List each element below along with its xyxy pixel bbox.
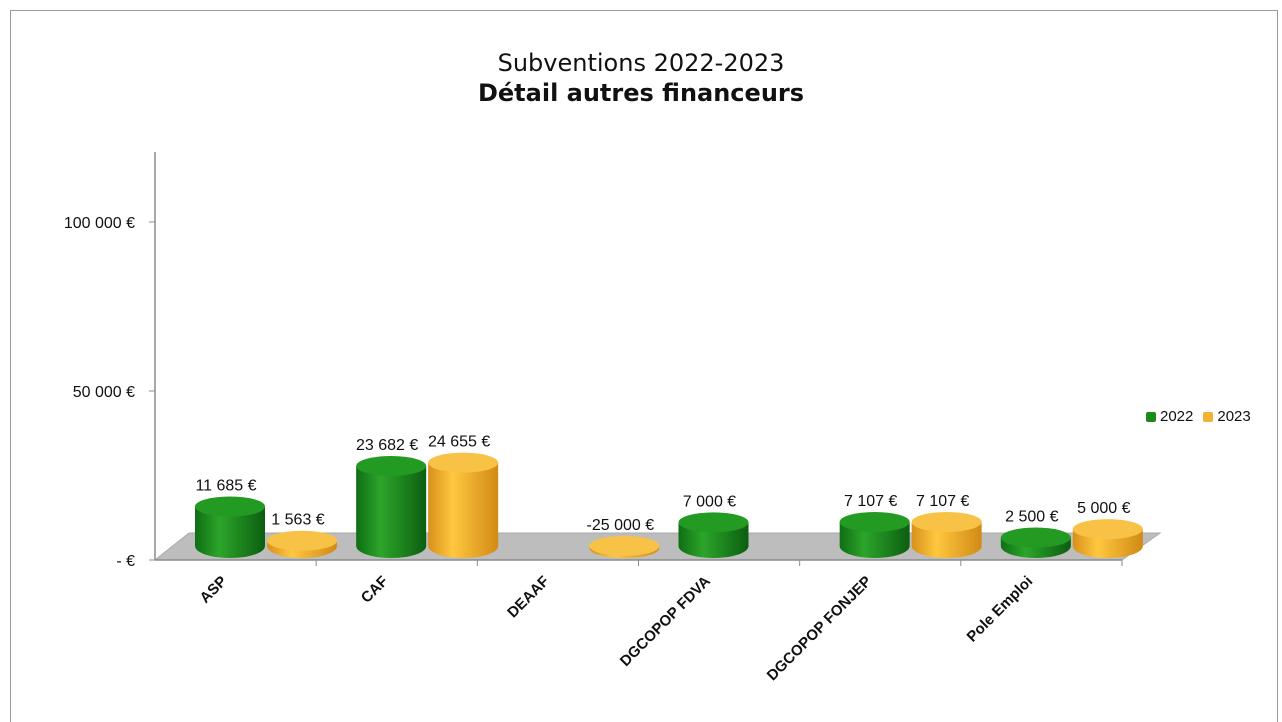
bar-top-2023-2 bbox=[589, 536, 660, 556]
data-label-2023-5: 5 000 € bbox=[1077, 500, 1130, 517]
bar-top-2022-1 bbox=[356, 455, 427, 476]
bar-2023-dgcopop-fonjep bbox=[911, 511, 982, 558]
y-tick-label-1: 50 000 € bbox=[73, 384, 135, 401]
data-label-2022-0: 11 685 € bbox=[195, 478, 256, 495]
bar-body-2022-4 bbox=[839, 521, 910, 558]
chart-frame bbox=[10, 10, 1278, 722]
data-label-2023-2: -25 000 € bbox=[587, 517, 655, 534]
bar-top-2023-0 bbox=[267, 530, 337, 551]
bar-body-2023-4 bbox=[911, 521, 982, 558]
bar-top-2023-5 bbox=[1072, 519, 1143, 540]
bar-top-2023-4 bbox=[911, 511, 982, 532]
bar-2023-pole-emploi bbox=[1072, 519, 1143, 558]
bar-2023-asp bbox=[267, 530, 337, 558]
legend-swatch-2023 bbox=[1203, 411, 1214, 422]
bar-2022-pole-emploi bbox=[1000, 527, 1071, 559]
data-label-2023-4: 7 107 € bbox=[916, 493, 969, 510]
data-label-2023-1: 24 655 € bbox=[428, 434, 490, 451]
x-tick-label-0: ASP bbox=[197, 573, 231, 607]
chart-subtitle: Détail autres financeurs bbox=[477, 79, 805, 107]
y-tick-label-0: - € bbox=[116, 553, 135, 570]
data-label-2022-1: 23 682 € bbox=[356, 437, 418, 454]
bar-body-2022-3 bbox=[678, 522, 749, 558]
bar-2023-deaaf bbox=[589, 536, 660, 558]
x-tick-label-1: CAF bbox=[358, 573, 392, 607]
data-label-2022-4: 7 107 € bbox=[844, 493, 897, 510]
bar-top-2022-3 bbox=[678, 512, 749, 533]
chart-legend: 2022 2023 bbox=[1146, 408, 1257, 425]
bar-body-2022-0 bbox=[195, 506, 265, 558]
bar-2022-dgcopop-fdva bbox=[678, 512, 749, 558]
data-label-2022-5: 2 500 € bbox=[1005, 509, 1058, 526]
y-tick-label-2: 100 000 € bbox=[64, 215, 135, 232]
chart-title: Subventions 2022-2023 bbox=[497, 49, 785, 77]
legend-label-2023: 2023 bbox=[1217, 408, 1251, 425]
data-label-2023-0: 1 563 € bbox=[271, 512, 324, 529]
legend-item-2023: 2023 bbox=[1203, 408, 1251, 425]
x-tick-label-3: DGCOPOP FDVA bbox=[617, 573, 714, 670]
data-label-2022-3: 7 000 € bbox=[683, 493, 736, 510]
legend-item-2022: 2022 bbox=[1146, 408, 1193, 425]
bar-top-2022-0 bbox=[195, 496, 265, 517]
bar-body-2022-1 bbox=[356, 465, 427, 558]
bar-2022-caf bbox=[356, 455, 427, 558]
bar-2022-dgcopop-fonjep bbox=[839, 511, 910, 558]
x-tick-label-5: Pole Emploi bbox=[964, 573, 1037, 646]
bar-top-2022-5 bbox=[1000, 527, 1071, 548]
x-tick-label-4: DGCOPOP FONJEP bbox=[764, 573, 875, 684]
bar-2022-asp bbox=[195, 496, 265, 558]
bar-body-2023-1 bbox=[428, 462, 499, 558]
chart-title-block: Subventions 2022-2023 Détail autres fina… bbox=[0, 48, 1282, 108]
bar-top-2022-4 bbox=[839, 511, 910, 532]
bar-top-2023-1 bbox=[428, 452, 499, 473]
legend-swatch-2022 bbox=[1146, 411, 1156, 422]
bar-2023-caf bbox=[428, 452, 499, 558]
x-tick-label-2: DEAAF bbox=[504, 573, 553, 622]
legend-label-2022: 2022 bbox=[1160, 408, 1194, 425]
